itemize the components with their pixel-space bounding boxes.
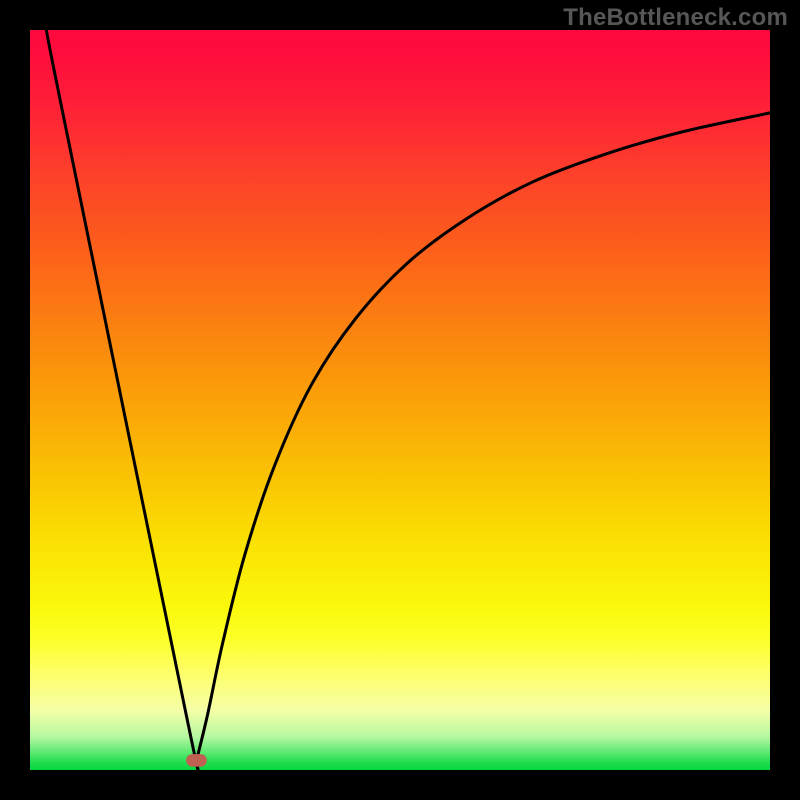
curve-left-branch: [46, 30, 198, 772]
vertex-marker: [186, 754, 207, 767]
plot-area: [30, 30, 770, 770]
watermark: TheBottleneck.com: [563, 4, 788, 32]
curve-right-branch: [197, 113, 771, 761]
chart-root: TheBottleneck.com: [0, 0, 800, 800]
curve-layer: [30, 30, 770, 770]
